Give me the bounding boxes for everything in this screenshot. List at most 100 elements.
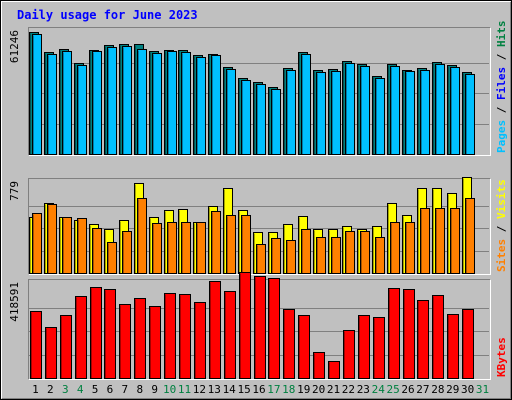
- bar-kbytes-day-4: [75, 296, 87, 379]
- bar-files-day-30: [465, 74, 475, 155]
- bar-kbytes-day-10: [164, 293, 176, 379]
- bar-files-day-15: [241, 80, 251, 155]
- bar-files-day-24: [375, 78, 385, 155]
- panel-edge: [28, 27, 491, 156]
- bar-kbytes-day-12: [194, 302, 206, 379]
- bar-sites-day-17: [271, 238, 281, 274]
- bar-files-day-4: [77, 65, 87, 155]
- bar-files-day-7: [122, 46, 132, 155]
- day-label-17: 17: [267, 383, 280, 396]
- day-label-11: 11: [178, 383, 191, 396]
- panel-1: 61246 Pages / Files / Hits: [8, 21, 508, 156]
- day-label-3: 3: [62, 383, 69, 396]
- bar-sites-day-3: [62, 217, 72, 274]
- bar-files-day-17: [271, 89, 281, 155]
- bar-kbytes-day-20: [313, 352, 325, 379]
- bar-files-day-11: [181, 52, 191, 155]
- panel-legend: Pages / Files / Hits: [495, 21, 508, 154]
- bar-files-day-16: [256, 84, 266, 155]
- day-label-28: 28: [431, 383, 444, 396]
- day-label-2: 2: [47, 383, 54, 396]
- bar-kbytes-day-17: [268, 278, 280, 379]
- panel-max-label: 779: [8, 181, 21, 201]
- bar-kbytes-day-8: [134, 298, 146, 379]
- legend-files: Files: [495, 67, 508, 100]
- bar-kbytes-day-27: [417, 300, 429, 379]
- panel-2: 779 Sites / Visits: [8, 177, 508, 275]
- bar-kbytes-day-9: [149, 306, 161, 379]
- bar-sites-day-29: [450, 208, 460, 274]
- bar-sites-day-20: [316, 237, 326, 274]
- panel-3: 418591 KBytes: [8, 272, 508, 380]
- bar-sites-day-2: [47, 204, 57, 274]
- day-label-22: 22: [342, 383, 355, 396]
- day-label-9: 9: [151, 383, 158, 396]
- bar-kbytes-day-18: [283, 309, 295, 379]
- bar-kbytes-day-28: [432, 295, 444, 379]
- legend-kbytes: KBytes: [495, 337, 508, 377]
- bar-files-day-23: [360, 66, 370, 155]
- bar-sites-day-19: [301, 229, 311, 274]
- bar-files-day-10: [167, 51, 177, 155]
- series-files: [32, 34, 475, 155]
- bar-sites-day-21: [331, 237, 341, 274]
- panel-edge: [28, 178, 491, 275]
- bar-kbytes-day-29: [447, 314, 459, 379]
- series-sites: [32, 198, 475, 274]
- day-label-10: 10: [163, 383, 176, 396]
- legend-separator: /: [495, 100, 508, 120]
- bar-kbytes-day-7: [119, 304, 131, 379]
- day-label-8: 8: [136, 383, 143, 396]
- day-label-13: 13: [208, 383, 221, 396]
- bar-kbytes-day-23: [358, 315, 370, 379]
- bar-files-day-14: [226, 69, 236, 155]
- day-label-30: 30: [461, 383, 474, 396]
- panel-legend: Sites / Visits: [495, 179, 508, 272]
- bar-sites-day-8: [137, 198, 147, 274]
- bar-sites-day-12: [196, 222, 206, 274]
- bar-sites-day-25: [390, 222, 400, 274]
- day-label-18: 18: [282, 383, 295, 396]
- bar-sites-day-10: [167, 222, 177, 274]
- bar-sites-day-26: [405, 222, 415, 274]
- bar-kbytes-day-3: [60, 315, 72, 379]
- legend-visits: Visits: [495, 179, 508, 219]
- bar-files-day-6: [107, 47, 117, 155]
- bar-sites-day-27: [420, 208, 430, 274]
- legend-pages: Pages: [495, 120, 508, 153]
- bar-sites-day-16: [256, 244, 266, 274]
- bar-files-day-13: [211, 55, 221, 155]
- day-label-16: 16: [252, 383, 265, 396]
- bar-kbytes-day-30: [462, 309, 474, 379]
- bar-files-day-5: [92, 51, 102, 155]
- bar-sites-day-11: [181, 222, 191, 274]
- bar-sites-day-5: [92, 228, 102, 274]
- bar-files-day-20: [316, 72, 326, 155]
- day-label-15: 15: [237, 383, 250, 396]
- bar-kbytes-day-24: [373, 317, 385, 379]
- day-label-19: 19: [297, 383, 310, 396]
- day-label-25: 25: [387, 383, 400, 396]
- panel-edge: [28, 279, 491, 380]
- legend-separator: /: [495, 47, 508, 67]
- bar-kbytes-day-26: [403, 289, 415, 379]
- bar-files-day-21: [331, 71, 341, 155]
- bar-kbytes-day-13: [209, 281, 221, 379]
- bar-files-day-12: [196, 57, 206, 155]
- bar-files-day-1: [32, 34, 42, 155]
- bar-kbytes-day-11: [179, 294, 191, 379]
- bar-files-day-22: [345, 63, 355, 155]
- day-label-14: 14: [223, 383, 237, 396]
- series-kbytes: [30, 272, 474, 379]
- panel-legend: KBytes: [495, 337, 508, 377]
- bar-sites-day-24: [375, 237, 385, 274]
- bar-sites-day-4: [77, 218, 87, 274]
- day-label-5: 5: [92, 383, 99, 396]
- chart-title: Daily usage for June 2023: [17, 8, 198, 22]
- bar-files-day-28: [435, 64, 445, 155]
- bar-files-day-9: [152, 53, 162, 155]
- bar-kbytes-day-19: [298, 315, 310, 379]
- bar-sites-day-1: [32, 213, 42, 274]
